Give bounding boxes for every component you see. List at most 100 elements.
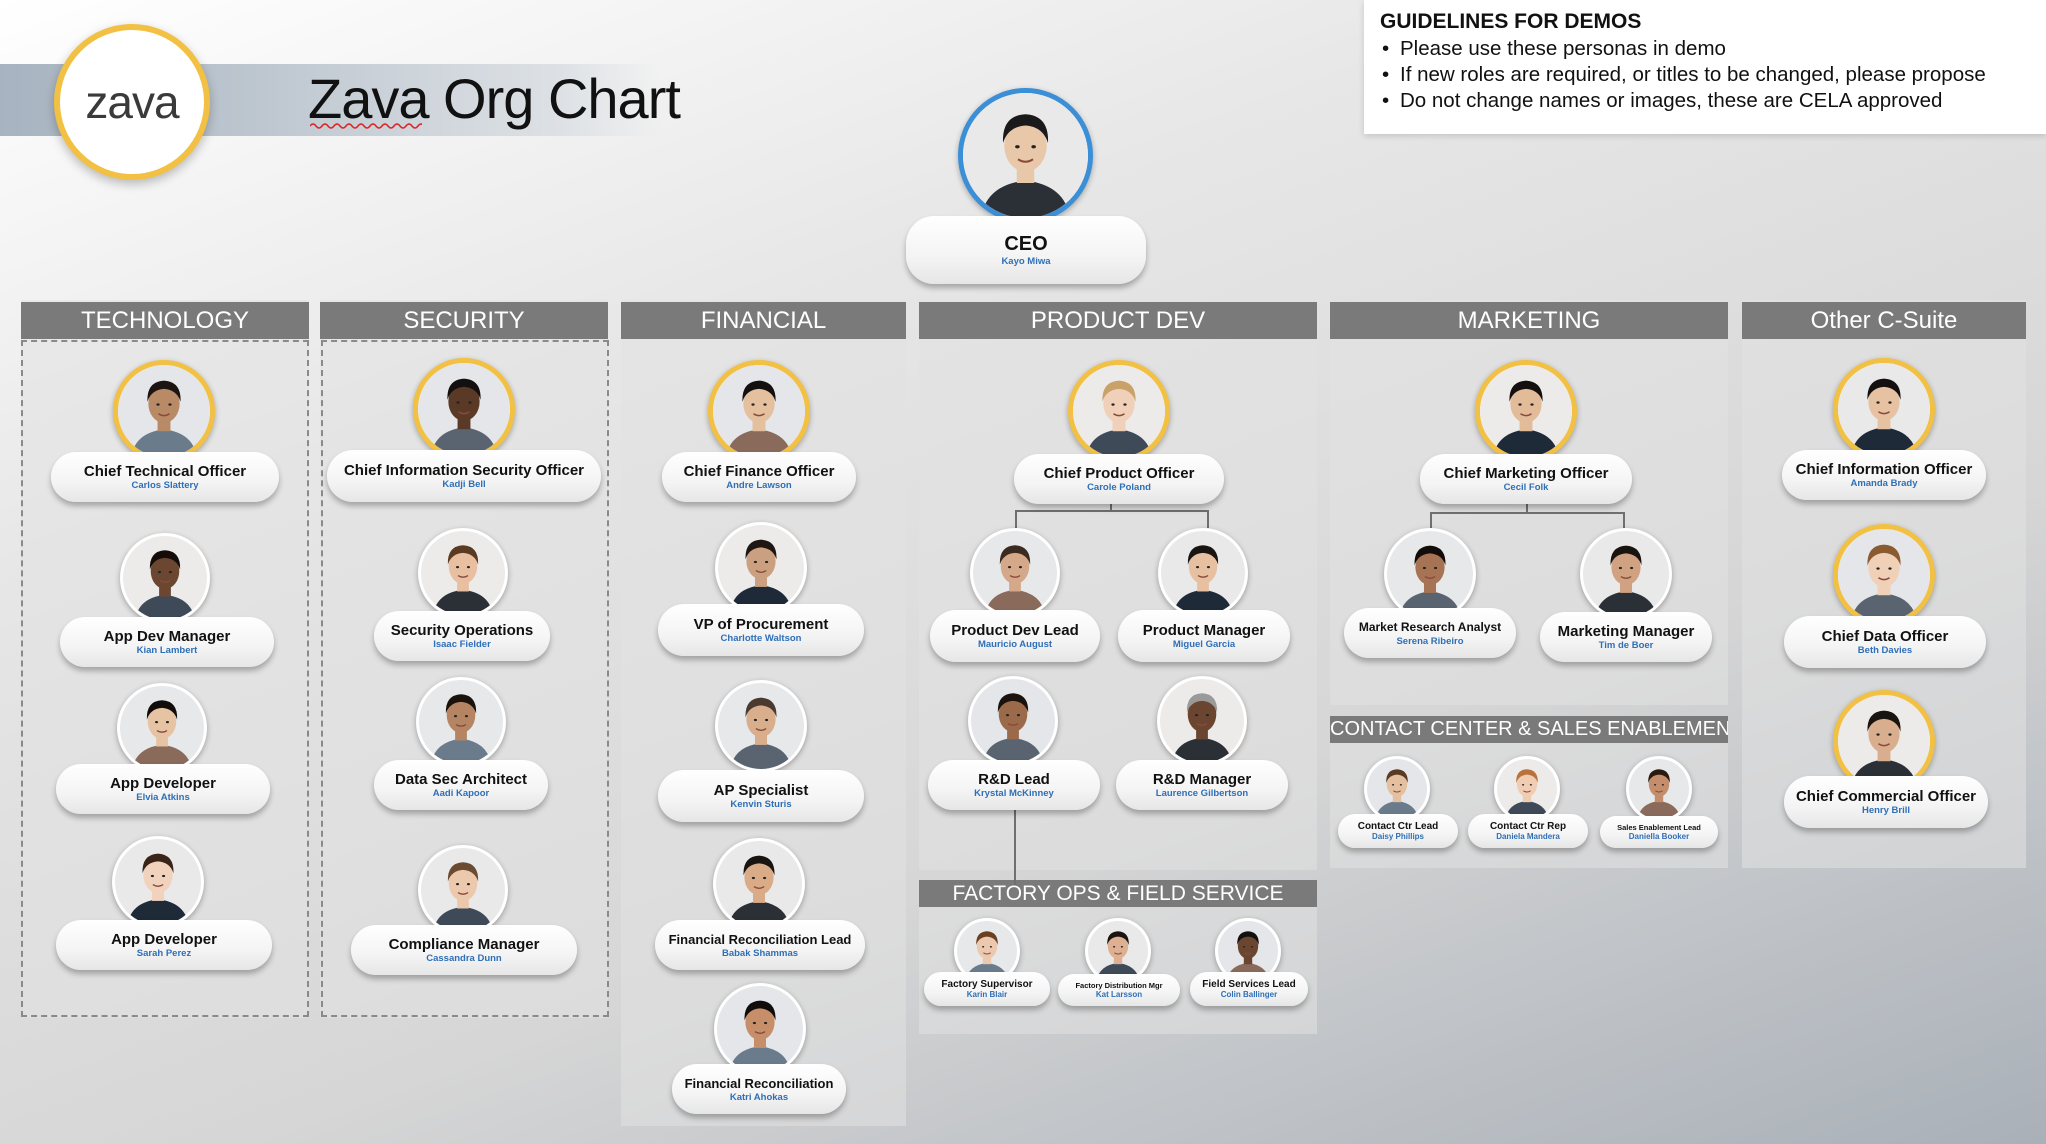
security-dashed-border	[321, 340, 609, 1017]
person-role: Chief Commercial Officer	[1795, 787, 1977, 805]
person-name: Laurence Gilbertson	[1155, 787, 1249, 799]
person-portrait-icon	[1367, 759, 1427, 819]
person-portrait-icon	[120, 686, 204, 770]
person-portrait-icon	[1629, 759, 1689, 819]
person-name: Henry Brill	[1861, 804, 1911, 816]
person-photo	[112, 836, 204, 928]
person-card[interactable]: Financial Reconciliation Katri Ahokas	[672, 1064, 846, 1114]
connector-line	[1430, 512, 1432, 528]
ceo-card[interactable]: CEO Kayo Miwa	[906, 216, 1146, 284]
person-photo	[1626, 756, 1692, 822]
person-card[interactable]: App Developer Elvia Atkins	[56, 764, 270, 814]
person-card[interactable]: Chief Marketing Officer Cecil Folk	[1420, 454, 1632, 504]
person-card[interactable]: Chief Information Security Officer Kadji…	[327, 450, 601, 502]
person-role: App Developer	[111, 930, 217, 948]
person-role: Chief Finance Officer	[683, 462, 835, 480]
person-card[interactable]: R&D Lead Krystal McKinney	[928, 760, 1100, 810]
person-name: Kayo Miwa	[1001, 256, 1051, 267]
person-portrait-icon	[1160, 679, 1244, 763]
person-card[interactable]: Chief Information Officer Amanda Brady	[1782, 450, 1986, 500]
person-name: Daniela Mandera	[1496, 832, 1560, 841]
connector-line	[1014, 800, 1016, 885]
person-card[interactable]: Financial Reconciliation Lead Babak Sham…	[655, 920, 865, 970]
person-card[interactable]: App Developer Sarah Perez	[56, 920, 272, 970]
person-photo	[715, 522, 807, 614]
person-name: Daisy Phillips	[1371, 832, 1425, 841]
person-name: Elvia Atkins	[136, 791, 190, 803]
person-card[interactable]: VP of Procurement Charlotte Waltson	[658, 604, 864, 656]
guideline-item: Please use these personas in demo	[1380, 36, 2030, 62]
person-photo	[968, 676, 1058, 766]
connector-line	[1015, 510, 1208, 512]
person-card[interactable]: Chief Product Officer Carole Poland	[1014, 454, 1224, 504]
person-name: Katri Ahokas	[729, 1091, 789, 1103]
person-card[interactable]: Field Services Lead Colin Ballinger	[1190, 972, 1308, 1006]
person-portrait-icon	[1073, 365, 1165, 457]
person-role: Chief Data Officer	[1821, 627, 1949, 645]
person-photo	[1494, 756, 1560, 822]
person-role: Chief Information Officer	[1795, 460, 1973, 478]
person-role: Market Research Analyst	[1358, 619, 1502, 634]
person-name: Kenvin Sturis	[730, 798, 792, 810]
person-role: Chief Marketing Officer	[1443, 464, 1609, 482]
person-name: Mauricio August	[977, 638, 1053, 650]
connector-line	[1430, 512, 1624, 514]
person-card[interactable]: Marketing Manager Tim de Boer	[1540, 612, 1712, 662]
person-name: Serena Ribeiro	[1396, 635, 1464, 647]
person-photo	[1068, 360, 1170, 462]
person-portrait-icon	[1583, 531, 1669, 617]
person-name: Kat Larsson	[1095, 990, 1143, 999]
product-dev-header: PRODUCT DEV	[919, 302, 1317, 339]
person-card[interactable]: Compliance Manager Cassandra Dunn	[351, 925, 577, 975]
person-role: Factory Distribution Mgr	[1075, 981, 1163, 990]
person-card[interactable]: Product Dev Lead Mauricio August	[930, 610, 1100, 662]
person-portrait-icon	[1497, 759, 1557, 819]
person-card[interactable]: Sales Enablement Lead Daniella Booker	[1600, 816, 1718, 848]
person-name: Carlos Slattery	[131, 479, 199, 491]
person-name: Andre Lawson	[726, 479, 792, 491]
technology-dashed-border	[21, 340, 309, 1017]
connector-line	[1526, 500, 1528, 513]
person-card[interactable]: Market Research Analyst Serena Ribeiro	[1344, 608, 1516, 658]
person-photo	[413, 358, 515, 460]
person-card[interactable]: Data Sec Architect Aadi Kapoor	[374, 760, 548, 810]
person-name: Kian Lambert	[136, 644, 198, 656]
connector-line	[1623, 512, 1625, 528]
other-csuite-header: Other C-Suite	[1742, 302, 2026, 339]
person-card[interactable]: Chief Finance Officer Andre Lawson	[662, 452, 856, 502]
person-portrait-icon	[1480, 365, 1572, 457]
person-card[interactable]: AP Specialist Kenvin Sturis	[658, 770, 864, 822]
person-portrait-icon	[963, 93, 1088, 218]
person-portrait-icon	[718, 683, 804, 769]
person-card[interactable]: Security Operations Isaac Fielder	[374, 611, 550, 661]
person-role: Contact Ctr Rep	[1489, 821, 1567, 832]
person-photo	[1833, 524, 1935, 626]
person-card[interactable]: Contact Ctr Rep Daniela Mandera	[1468, 814, 1588, 848]
person-photo	[418, 845, 508, 935]
person-name: Colin Ballinger	[1220, 990, 1278, 999]
person-portrait-icon	[123, 536, 207, 620]
person-card[interactable]: App Dev Manager Kian Lambert	[60, 617, 274, 667]
connector-line	[1207, 510, 1209, 528]
person-photo	[1364, 756, 1430, 822]
person-card[interactable]: Chief Data Officer Beth Davies	[1784, 616, 1986, 668]
person-portrait-icon	[713, 365, 805, 457]
person-photo	[970, 528, 1060, 618]
person-card[interactable]: Factory Distribution Mgr Kat Larsson	[1058, 974, 1180, 1006]
person-card[interactable]: Chief Commercial Officer Henry Brill	[1784, 776, 1988, 828]
person-name: Daniella Booker	[1628, 832, 1690, 841]
person-portrait-icon	[717, 986, 803, 1072]
person-card[interactable]: R&D Manager Laurence Gilbertson	[1116, 760, 1288, 810]
person-card[interactable]: Factory Supervisor Karin Blair	[924, 972, 1050, 1006]
person-photo	[1580, 528, 1672, 620]
person-portrait-icon	[973, 531, 1057, 615]
person-name: Sarah Perez	[136, 947, 192, 959]
person-photo	[1833, 690, 1935, 792]
person-card[interactable]: Contact Ctr Lead Daisy Phillips	[1338, 814, 1458, 848]
person-card[interactable]: Product Manager Miguel Garcia	[1118, 610, 1290, 662]
person-role: Product Manager	[1142, 621, 1266, 639]
person-photo	[1475, 360, 1577, 462]
factory-ops-header: FACTORY OPS & FIELD SERVICE	[919, 880, 1317, 907]
person-card[interactable]: Chief Technical Officer Carlos Slattery	[51, 452, 279, 502]
person-portrait-icon	[421, 848, 505, 932]
